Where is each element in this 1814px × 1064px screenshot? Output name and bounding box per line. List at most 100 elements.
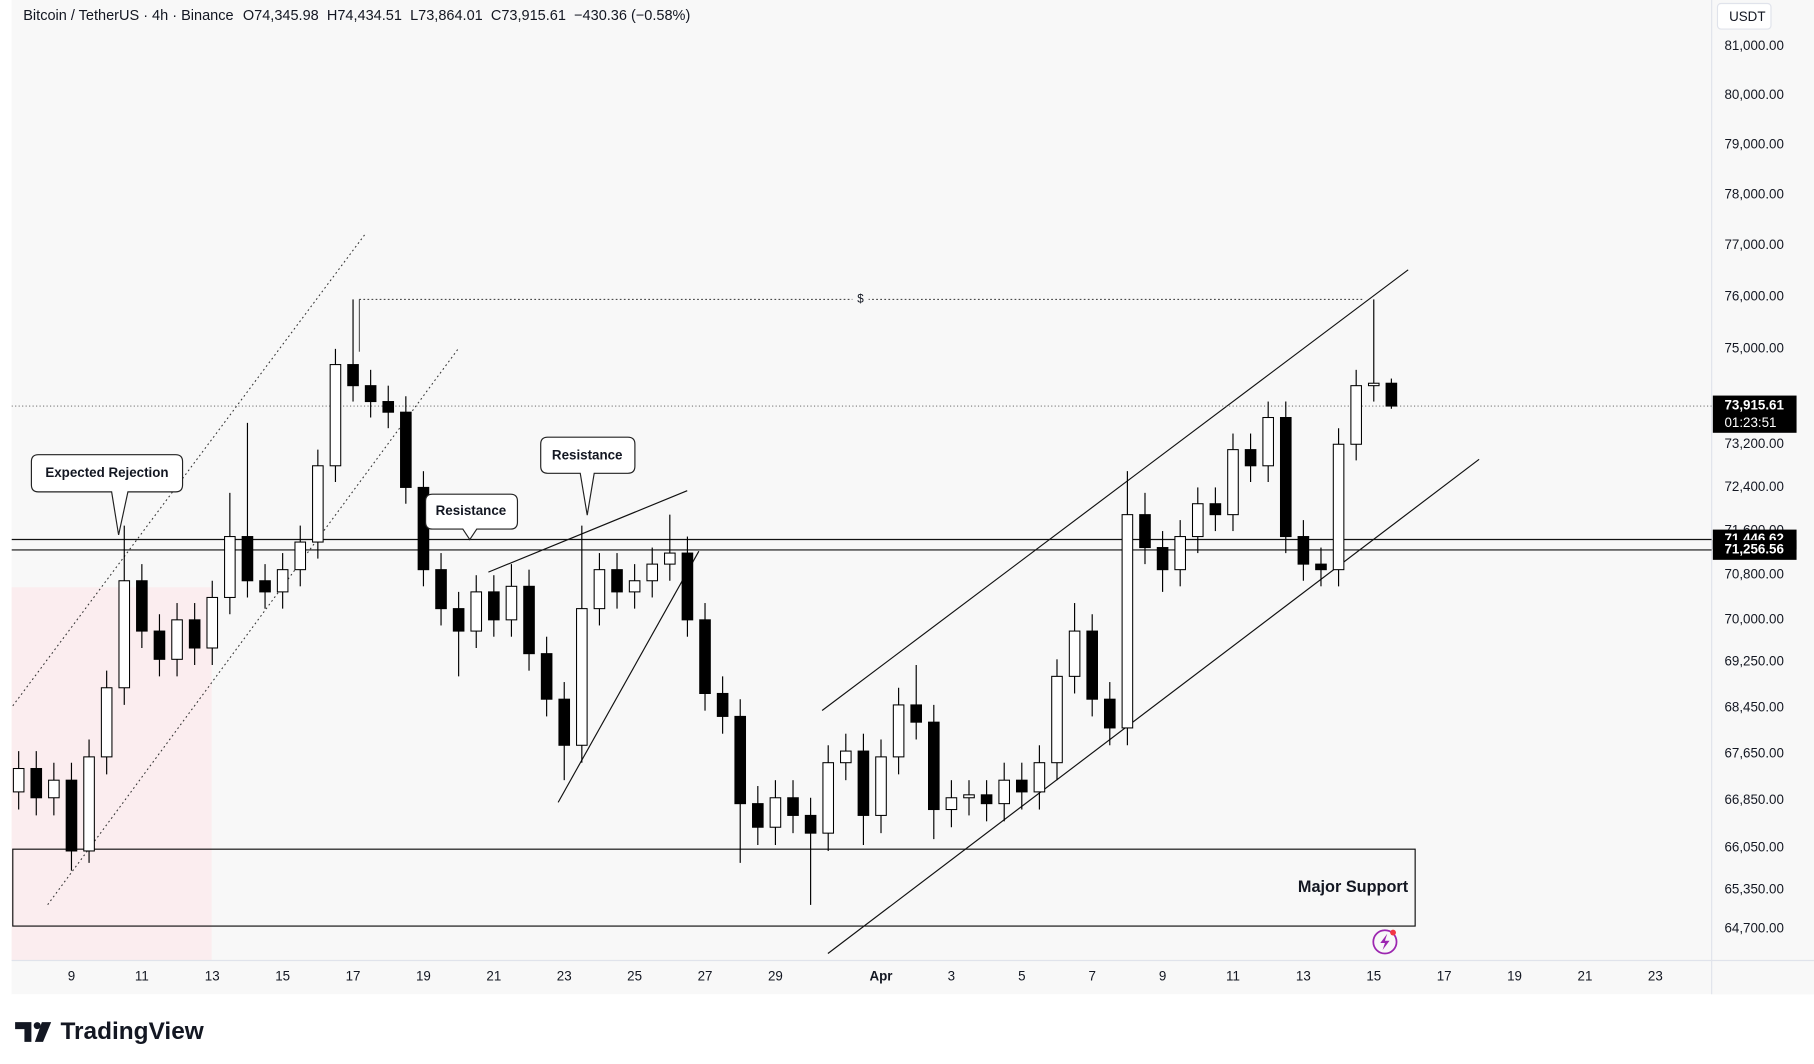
swing-high-label: $	[857, 292, 864, 305]
candle-body	[1209, 503, 1222, 516]
candle-body	[48, 779, 60, 799]
candle-body	[1015, 779, 1028, 793]
candle-body	[716, 692, 729, 717]
support-label: Major Support	[1298, 878, 1409, 896]
x-tick-label: 15	[275, 968, 290, 983]
y-tick-label: 77,000.00	[1724, 237, 1783, 252]
ohlc-value: −430.36 (−0.58%)	[574, 8, 690, 24]
candle-body	[329, 364, 342, 467]
x-tick-label: 29	[768, 968, 783, 983]
x-tick-label: 13	[1296, 968, 1311, 983]
candle-body	[1262, 416, 1274, 467]
header: Bitcoin / TetherUS · 4h · Binance O74,345…	[23, 8, 690, 24]
ohlc-value: C73,915.61	[491, 8, 566, 24]
candle-body	[1367, 382, 1380, 387]
logo-shape	[15, 1022, 32, 1042]
candle-body	[787, 797, 799, 816]
level-price-box	[1712, 540, 1797, 560]
candle-body	[628, 580, 641, 593]
candle-body	[857, 750, 870, 816]
x-tick-label: 23	[557, 968, 572, 983]
x-tick-label: 25	[627, 968, 642, 983]
candle-body	[1139, 514, 1151, 549]
y-tick-label: 66,850.00	[1724, 792, 1783, 807]
icon-dot	[1390, 929, 1396, 936]
logo-shape	[34, 1022, 52, 1042]
x-tick-label: 17	[346, 968, 361, 983]
candle-body	[576, 608, 588, 746]
candle-body	[1121, 514, 1134, 729]
plot-background	[11, 0, 1712, 961]
channel-line	[47, 348, 459, 905]
ohlc-value: O74,345.98	[243, 8, 319, 24]
brand-logo: TradingView	[15, 1018, 205, 1045]
candle-body	[664, 552, 676, 565]
replay-icon	[1372, 929, 1398, 955]
logo-shape	[33, 1022, 41, 1030]
candle-body	[593, 569, 606, 610]
candle-body	[259, 580, 271, 593]
candle-body	[523, 585, 535, 655]
x-tick-label: 19	[416, 968, 431, 983]
candle-body	[1086, 630, 1098, 700]
candle-body	[1385, 382, 1398, 407]
candle-body	[65, 779, 78, 852]
channel-line	[827, 458, 1480, 954]
candle-body	[188, 619, 201, 649]
candle-body	[294, 541, 307, 571]
candle-body	[505, 585, 518, 621]
candle-body	[681, 552, 694, 621]
x-tick-label: 9	[1159, 968, 1166, 983]
price-axis-background	[1711, 0, 1814, 995]
callout: Expected Rejection	[30, 454, 184, 536]
candle-body	[1279, 416, 1292, 538]
level-price-label: 71,256.56	[1724, 541, 1783, 556]
currency-box	[1716, 2, 1772, 30]
candle-body	[1350, 385, 1362, 445]
x-tick-label: 11	[135, 968, 149, 983]
ohlc-value: H74,434.51	[327, 8, 402, 24]
candle-body	[699, 619, 711, 694]
channel-line	[821, 269, 1409, 711]
y-tick-label: 79,000.00	[1724, 136, 1783, 151]
candle-body	[488, 591, 500, 621]
ohlc-value: L73,864.01	[410, 8, 483, 24]
candle-body	[998, 779, 1011, 805]
x-tick-label: 17	[1437, 968, 1452, 983]
y-tick-label: 68,450.00	[1724, 699, 1783, 714]
candle-body	[206, 596, 219, 649]
x-tick-label: 13	[205, 968, 220, 983]
candle-body	[875, 756, 887, 816]
candle-body	[1051, 675, 1063, 764]
channel-line	[12, 232, 367, 707]
candle-body	[364, 385, 377, 403]
y-tick-label: 72,400.00	[1724, 479, 1783, 494]
candle-body	[1156, 547, 1169, 571]
candle-body	[171, 619, 183, 660]
callout-text: Expected Rejection	[45, 465, 168, 480]
callout: Resistance	[540, 436, 636, 516]
candle-body	[1191, 503, 1204, 538]
candle-body	[153, 630, 166, 660]
callout-box	[30, 454, 184, 536]
y-tick-label: 67,650.00	[1724, 746, 1783, 761]
currency-label: USDT	[1729, 9, 1765, 24]
candle-body	[452, 608, 465, 632]
x-tick-label: 15	[1366, 968, 1381, 983]
x-tick-label: Apr	[870, 968, 893, 983]
y-tick-label: 66,050.00	[1724, 840, 1783, 855]
last-price-box	[1712, 395, 1797, 433]
candle-body	[1103, 698, 1116, 729]
candle-body	[769, 797, 782, 828]
icon-bolt	[1380, 933, 1390, 951]
candle-body	[276, 569, 289, 593]
candle-body	[804, 814, 817, 834]
callout-box	[540, 436, 636, 516]
symbol-title: Bitcoin / TetherUS · 4h · Binance	[23, 8, 233, 24]
x-tick-label: 27	[698, 968, 713, 983]
swing-high-label-bg	[852, 291, 869, 308]
brand-name: TradingView	[60, 1018, 204, 1045]
candle-body	[1332, 443, 1345, 571]
candle-body	[822, 762, 835, 834]
countdown-label: 01:23:51	[1724, 415, 1776, 430]
